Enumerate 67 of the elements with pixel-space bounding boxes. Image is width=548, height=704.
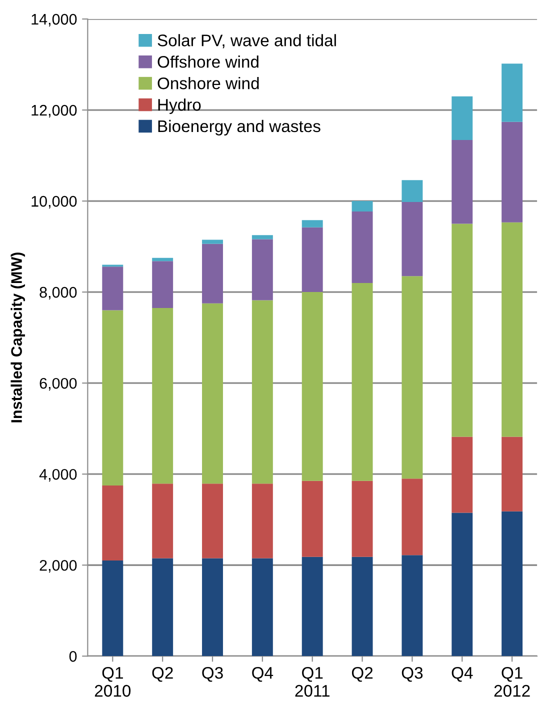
x-tick-label: Q4 xyxy=(452,666,473,682)
bar xyxy=(352,201,373,212)
bar xyxy=(152,308,174,484)
y-tick-label: 12,000 xyxy=(32,104,77,118)
bar xyxy=(252,484,273,558)
bar xyxy=(252,300,273,484)
legend-label: Offshore wind xyxy=(158,56,258,68)
bar xyxy=(402,276,423,479)
bar xyxy=(302,556,323,656)
y-tick-label: 10,000 xyxy=(32,196,77,209)
x-tick-label: Q3 xyxy=(202,666,223,682)
bar xyxy=(252,558,273,656)
bar xyxy=(402,555,423,656)
bar xyxy=(102,560,124,656)
legend-label: Bioenergy and wastes xyxy=(158,120,320,136)
y-tick-label: 8,000 xyxy=(40,286,77,300)
bar xyxy=(452,436,473,513)
y-tick-label: 14,000 xyxy=(32,14,77,26)
bar xyxy=(252,239,273,300)
bar xyxy=(302,480,323,557)
bar xyxy=(402,202,423,276)
bar xyxy=(102,485,124,561)
bar xyxy=(452,140,473,224)
bar xyxy=(252,235,273,240)
bar xyxy=(152,484,174,558)
bar xyxy=(202,558,223,656)
bar xyxy=(152,558,174,656)
y-tick-label: 4,000 xyxy=(39,468,77,482)
legend-label: Hydro xyxy=(158,98,201,114)
bar xyxy=(452,224,473,437)
bar xyxy=(352,282,373,481)
bar xyxy=(352,212,373,283)
y-tick-label: 0 xyxy=(69,650,77,662)
bar xyxy=(502,122,523,222)
bar xyxy=(352,480,373,557)
bar xyxy=(152,258,174,262)
bar xyxy=(202,244,223,304)
x-tick-label: Q3 xyxy=(402,666,423,682)
legend-label: Onshore wind xyxy=(158,77,259,90)
bar xyxy=(202,484,223,558)
bar xyxy=(452,512,473,656)
x-tick-label: Q1 2011 xyxy=(295,666,330,697)
x-tick-label: Q2 xyxy=(152,666,173,682)
bar xyxy=(502,436,523,512)
y-axis-title: Installed Capacity (MW) xyxy=(10,252,25,422)
bar xyxy=(502,511,523,656)
bar xyxy=(402,180,423,202)
bar xyxy=(302,292,323,481)
bar xyxy=(152,261,174,308)
bar xyxy=(452,96,473,140)
x-tick-label: Q1 2012 xyxy=(494,666,530,697)
bar xyxy=(102,266,124,310)
bar xyxy=(502,222,523,437)
x-tick-label: Q2 xyxy=(352,666,373,682)
bar xyxy=(502,64,523,122)
bar xyxy=(102,310,124,486)
legend-label: Solar PV, wave and tidal xyxy=(158,34,336,48)
x-tick-label: Q4 xyxy=(252,666,274,682)
y-tick-label: 2,000 xyxy=(40,560,77,573)
bar xyxy=(202,240,223,244)
y-tick-label: 6,000 xyxy=(40,378,77,391)
bar xyxy=(302,227,323,292)
x-tick-label: Q1 2010 xyxy=(94,666,131,697)
bar xyxy=(402,478,423,556)
bar xyxy=(202,303,223,484)
bar xyxy=(302,220,323,228)
bar xyxy=(352,556,373,656)
